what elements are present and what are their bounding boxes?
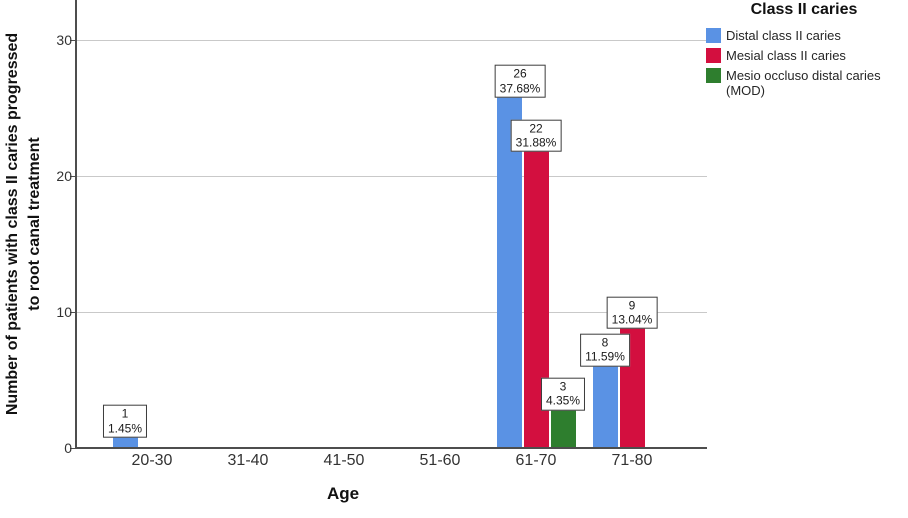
- y-tickmark-20: [70, 175, 76, 177]
- legend-entry: Mesial class II caries: [702, 48, 906, 63]
- bar-value-label: 1 1.45%: [102, 405, 148, 438]
- bar-value-count: 26: [513, 67, 527, 82]
- legend-entry: Mesio occluso distal caries (MOD): [702, 68, 906, 98]
- y-axis-title: Number of patients with class II caries …: [2, 0, 48, 448]
- bar-value-label: 3 4.35%: [540, 377, 586, 411]
- y-tick-label-10: 10: [56, 304, 72, 320]
- y-axis-title-line1: Number of patients with class II caries …: [4, 32, 21, 416]
- legend-entry-label: Mesio occluso distal caries (MOD): [726, 68, 881, 98]
- y-tick-label-30: 30: [56, 32, 72, 48]
- bar-value-percent: 13.04%: [611, 312, 653, 327]
- x-tick-label-41-50: 41-50: [323, 452, 365, 469]
- legend-entry: Distal class II caries: [702, 28, 906, 43]
- gridline-30: [76, 39, 707, 41]
- bar-mesio-occluso-distal-caries-mod--61-70: [550, 407, 576, 448]
- bar-value-label: 22 31.88%: [510, 119, 562, 152]
- x-axis-title: Age: [326, 484, 360, 503]
- legend-swatch-icon: [706, 68, 721, 83]
- bar-value-percent: 11.59%: [585, 350, 625, 365]
- x-tick-label-61-70: 61-70: [515, 452, 557, 469]
- legend-title: Class II caries: [750, 1, 858, 18]
- bar-value-count: 1: [121, 407, 129, 422]
- bar-value-percent: 1.45%: [107, 421, 143, 436]
- bar-value-count: 8: [601, 335, 609, 350]
- y-tickmark-0: [70, 447, 76, 449]
- y-tick-label-0: 0: [64, 440, 72, 456]
- bar-distal-class-ii-caries-20-30: [112, 434, 138, 448]
- legend-swatch-icon: [706, 28, 721, 43]
- x-tick-label-71-80: 71-80: [611, 452, 653, 469]
- x-axis-line: [75, 447, 707, 449]
- y-axis-title-line2: to root canal treatment: [26, 137, 44, 311]
- bar-value-count: 3: [559, 379, 567, 394]
- y-tickmark-10: [70, 311, 76, 313]
- x-tick-label-51-60: 51-60: [419, 452, 461, 469]
- bar-distal-class-ii-caries-61-70: [496, 94, 522, 448]
- bar-value-count: 9: [628, 298, 636, 313]
- y-axis-line: [75, 0, 77, 448]
- legend: Class II caries Distal class II caries Me…: [702, 0, 906, 103]
- bar-value-label: 8 11.59%: [580, 333, 630, 367]
- bar-value-percent: 31.88%: [515, 135, 557, 150]
- y-tickmark-30: [70, 39, 76, 41]
- legend-entry-label: Mesial class II caries: [726, 48, 846, 63]
- legend-swatch-icon: [706, 48, 721, 63]
- bar-value-count: 22: [529, 121, 543, 136]
- bar-value-percent: 37.68%: [499, 81, 541, 96]
- legend-entries: Distal class II caries Mesial class II ca…: [702, 28, 906, 98]
- bar-value-percent: 4.35%: [545, 394, 581, 409]
- gridline-20: [76, 175, 707, 177]
- x-tick-label-31-40: 31-40: [227, 452, 269, 469]
- legend-entry-label: Distal class II caries: [726, 28, 841, 43]
- y-tick-label-20: 20: [56, 168, 72, 184]
- bar-value-label: 26 37.68%: [494, 65, 546, 98]
- bar-value-label: 9 13.04%: [606, 296, 658, 329]
- x-tick-label-20-30: 20-30: [131, 452, 173, 469]
- gridline-10: [76, 311, 707, 313]
